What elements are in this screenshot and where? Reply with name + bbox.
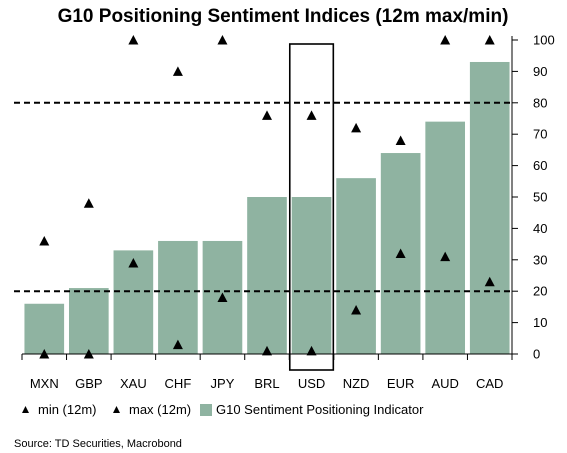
bar-chf (158, 240, 198, 354)
y-tick-label: 60 (533, 158, 547, 173)
bar-cad (469, 61, 510, 354)
y-tick-label: 40 (533, 221, 547, 236)
chart-title: G10 Positioning Sentiment Indices (12m m… (58, 6, 509, 27)
max-marker-mxn (39, 235, 50, 246)
y-tick-label: 100 (533, 33, 555, 48)
min-marker-cad (484, 276, 495, 287)
legend-bar-swatch (200, 404, 212, 416)
x-tick-label-aud: AUD (431, 376, 458, 391)
y-tick-label: 30 (533, 252, 547, 267)
y-tick-label: 90 (533, 64, 547, 79)
y-tick-label: 50 (533, 190, 547, 205)
bar-aud (425, 121, 466, 354)
y-tick-label: 70 (533, 127, 547, 142)
max-marker-nzd (351, 122, 362, 133)
legend-max-label: max (12m) (129, 402, 191, 417)
reference-lines (14, 101, 512, 293)
legend-min-icon (22, 406, 29, 413)
bar-xau (113, 250, 154, 354)
legend-bar-label: G10 Sentiment Positioning Indicator (216, 402, 424, 417)
min-marker-nzd (351, 305, 362, 315)
axes-layer: MXN GBP XAU CHF JPY BRL USD NZD EUR AUD CAD 0 10 20 30… (21, 33, 555, 391)
max-marker-cad (484, 35, 495, 45)
bar-usd (291, 197, 332, 354)
max-marker-gbp (83, 198, 94, 208)
y-tick-label: 20 (533, 284, 547, 299)
min-marker-aud (440, 251, 451, 262)
x-tick-label-usd: USD (298, 376, 325, 391)
x-tick-label-nzd: NZD (343, 376, 370, 391)
legend-min-label: min (12m) (38, 402, 97, 417)
x-tick-label-chf: CHF (165, 376, 192, 391)
min-marker-usd (306, 345, 317, 356)
max-marker-xau (128, 35, 139, 45)
markers-layer (39, 35, 495, 359)
x-tick-label-eur: EUR (387, 376, 414, 391)
min-marker-brl (262, 345, 272, 356)
y-tick-label: 0 (533, 347, 540, 362)
x-tick-label-xau: XAU (120, 376, 147, 391)
max-marker-chf (172, 66, 183, 76)
min-marker-xau (128, 257, 139, 268)
y-tick-label: 80 (533, 95, 547, 110)
bar-gbp (68, 288, 109, 354)
bar-brl (247, 197, 287, 354)
max-marker-aud (440, 35, 451, 45)
max-marker-brl (262, 110, 272, 120)
x-tick-label-gbp: GBP (75, 376, 102, 391)
max-marker-jpy (217, 35, 228, 45)
bar-mxn (24, 303, 65, 354)
x-tick-label-mxn: MXN (30, 376, 59, 391)
max-marker-usd (306, 110, 317, 120)
min-marker-eur (395, 248, 406, 259)
highlight-layer (288, 43, 335, 371)
min-marker-jpy (217, 292, 228, 302)
max-marker-eur (395, 135, 406, 145)
min-marker-chf (172, 339, 183, 350)
bars-layer (24, 61, 510, 354)
source-note: Source: TD Securities, Macrobond (14, 438, 182, 450)
x-tick-label-jpy: JPY (211, 376, 235, 391)
highlight-box-usd (288, 43, 335, 371)
x-tick-label-cad: CAD (476, 376, 503, 391)
x-tick-label-brl: BRL (254, 376, 279, 391)
legend: min (12m) max (12m) G10 Sentiment Positi… (22, 402, 424, 417)
bar-nzd (336, 178, 376, 354)
y-tick-label: 10 (533, 315, 547, 330)
legend-max-icon (113, 406, 120, 413)
